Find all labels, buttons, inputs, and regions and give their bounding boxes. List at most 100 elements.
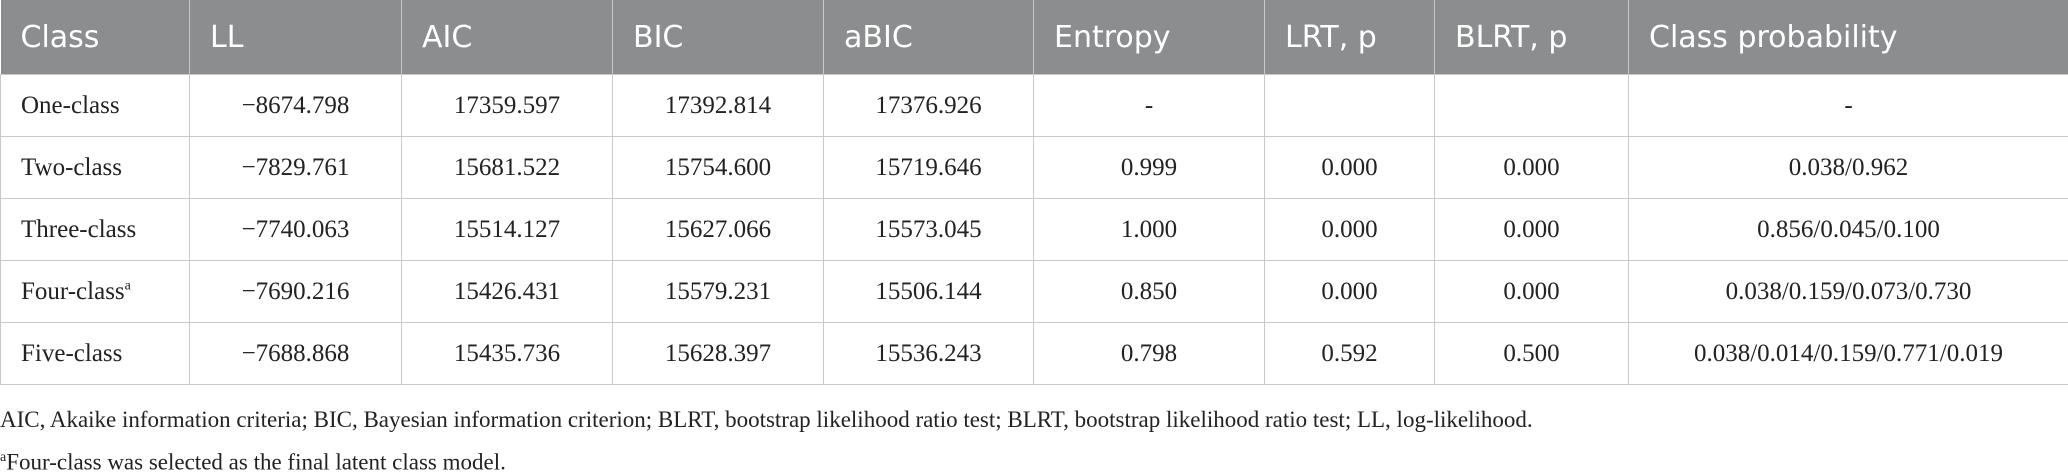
cell-text: 0.850 bbox=[1120, 277, 1178, 305]
header-cell: Class probability bbox=[1628, 0, 2068, 75]
cell-text: 0.000 bbox=[1503, 277, 1560, 305]
table-cell: Two-class bbox=[0, 136, 190, 199]
table-cell: 0.850 bbox=[1033, 260, 1265, 323]
cell-text: 15681.522 bbox=[453, 153, 561, 181]
table-row: Two-class −7829.761 15681.522 15754.600 1571… bbox=[0, 136, 2068, 199]
cell-text: 0.000 bbox=[1503, 153, 1560, 181]
footnote-marker: a bbox=[124, 278, 131, 294]
cell-text: −7740.063 bbox=[241, 215, 350, 243]
table-cell: 0.592 bbox=[1264, 322, 1435, 385]
cell-text: 15426.431 bbox=[453, 277, 561, 305]
table-cell: 15719.646 bbox=[823, 136, 1034, 199]
table-row: One-class −8674.798 17359.597 17392.814 1737… bbox=[0, 74, 2068, 137]
table-cell: 0.000 bbox=[1434, 136, 1629, 199]
table-cell: Three-class bbox=[0, 198, 190, 261]
cell-text: 0.000 bbox=[1321, 215, 1378, 243]
footnote: AIC, Akaike information criteria; BIC, B… bbox=[0, 401, 2068, 439]
table-cell: - bbox=[1033, 74, 1265, 137]
cell-text: Three-class bbox=[21, 215, 137, 243]
table-cell: −7688.868 bbox=[189, 322, 402, 385]
header-cell: AIC bbox=[401, 0, 613, 75]
table-cell: −7829.761 bbox=[189, 136, 402, 199]
table-cell: 15754.600 bbox=[612, 136, 824, 199]
cell-text: −7690.216 bbox=[241, 277, 350, 305]
cell-text: Four-class bbox=[21, 277, 125, 305]
table-cell: −7690.216 bbox=[189, 260, 402, 323]
footnote-text: Four-class was selected as the final lat… bbox=[6, 449, 506, 473]
table-row: Three-class −7740.063 15514.127 15627.066 15… bbox=[0, 198, 2068, 261]
table-cell: One-class bbox=[0, 74, 190, 137]
table-cell: 15627.066 bbox=[612, 198, 824, 261]
table-cell: 0.000 bbox=[1264, 136, 1435, 199]
cell-text: −7688.868 bbox=[241, 339, 350, 367]
table-cell: 0.000 bbox=[1264, 260, 1435, 323]
header-cell: LL bbox=[189, 0, 402, 75]
table-cell: 15426.431 bbox=[401, 260, 613, 323]
cell-text: 15628.397 bbox=[664, 339, 772, 367]
cell-text: 0.798 bbox=[1120, 339, 1178, 367]
table-cell: 15435.736 bbox=[401, 322, 613, 385]
cell-text: - bbox=[1144, 91, 1154, 119]
header-cell: aBIC bbox=[823, 0, 1034, 75]
table-row: Four-classa −7690.216 15426.431 15579.231 15… bbox=[0, 260, 2068, 323]
cell-text: 0.038/0.962 bbox=[1788, 153, 1909, 181]
header-cell: Entropy bbox=[1033, 0, 1265, 75]
footnotes: AIC, Akaike information criteria; BIC, B… bbox=[0, 401, 2068, 473]
table-cell: 15514.127 bbox=[401, 198, 613, 261]
table-cell: 17392.814 bbox=[612, 74, 824, 137]
footnote: aFour-class was selected as the final la… bbox=[0, 439, 2068, 473]
table-cell: Five-class bbox=[0, 322, 190, 385]
table-row: Five-class −7688.868 15435.736 15628.397 155… bbox=[0, 322, 2068, 385]
header-cell: LRT, p bbox=[1264, 0, 1435, 75]
cell-text: 0.038/0.159/0.073/0.730 bbox=[1725, 277, 1972, 305]
cell-text: 17359.597 bbox=[453, 91, 561, 119]
cell-text: −7829.761 bbox=[241, 153, 350, 181]
table-cell: −8674.798 bbox=[189, 74, 402, 137]
cell-text: 0.000 bbox=[1321, 277, 1378, 305]
table-cell: 15628.397 bbox=[612, 322, 824, 385]
cell-text: 15514.127 bbox=[453, 215, 561, 243]
cell-text: −8674.798 bbox=[241, 91, 350, 119]
table-cell: 15536.243 bbox=[823, 322, 1034, 385]
cell-text: 15435.736 bbox=[453, 339, 561, 367]
table-cell: 1.000 bbox=[1033, 198, 1265, 261]
cell-text: 15579.231 bbox=[664, 277, 772, 305]
cell-text: 1.000 bbox=[1120, 215, 1178, 243]
table-cell: 0.038/0.159/0.073/0.730 bbox=[1628, 260, 2068, 323]
cell-text: 15627.066 bbox=[664, 215, 772, 243]
cell-text: 15536.243 bbox=[875, 339, 982, 367]
cell-text: 0.000 bbox=[1321, 153, 1378, 181]
table-cell: 0.500 bbox=[1434, 322, 1629, 385]
table-cell: - bbox=[1628, 74, 2068, 137]
table-cell: 17376.926 bbox=[823, 74, 1034, 137]
footnote-marker: a bbox=[0, 450, 7, 465]
cell-text: 17376.926 bbox=[875, 91, 982, 119]
cell-text: 15573.045 bbox=[875, 215, 982, 243]
table-cell: 0.798 bbox=[1033, 322, 1265, 385]
header-cell: Class bbox=[0, 0, 190, 75]
table-body: One-class −8674.798 17359.597 17392.814 1737… bbox=[0, 74, 2068, 385]
cell-text: 0.038/0.014/0.159/0.771/0.019 bbox=[1693, 339, 2004, 367]
cell-text: 15506.144 bbox=[875, 277, 982, 305]
table-cell bbox=[1434, 74, 1629, 137]
cell-text: 17392.814 bbox=[664, 91, 772, 119]
table-cell: 0.000 bbox=[1264, 198, 1435, 261]
table-cell: 15579.231 bbox=[612, 260, 824, 323]
cell-text: 0.999 bbox=[1120, 153, 1178, 181]
table-cell: 0.999 bbox=[1033, 136, 1265, 199]
table-cell: Four-classa bbox=[0, 260, 190, 323]
table-cell: 15506.144 bbox=[823, 260, 1034, 323]
table-cell: 0.038/0.962 bbox=[1628, 136, 2068, 199]
cell-text: One-class bbox=[21, 91, 120, 119]
cell-text: Five-class bbox=[21, 339, 123, 367]
header-row: Class LL AIC BIC aBIC Entropy LRT, p BLRT, p Cla… bbox=[0, 0, 2068, 75]
cell-text: 15754.600 bbox=[664, 153, 772, 181]
table-cell: 0.000 bbox=[1434, 198, 1629, 261]
cell-text: 0.500 bbox=[1503, 339, 1560, 367]
cell-text: - bbox=[1844, 91, 1853, 119]
table-cell: 0.038/0.014/0.159/0.771/0.019 bbox=[1628, 322, 2068, 385]
header-cell: BLRT, p bbox=[1434, 0, 1629, 75]
table-cell: 17359.597 bbox=[401, 74, 613, 137]
header-cell: BIC bbox=[612, 0, 824, 75]
